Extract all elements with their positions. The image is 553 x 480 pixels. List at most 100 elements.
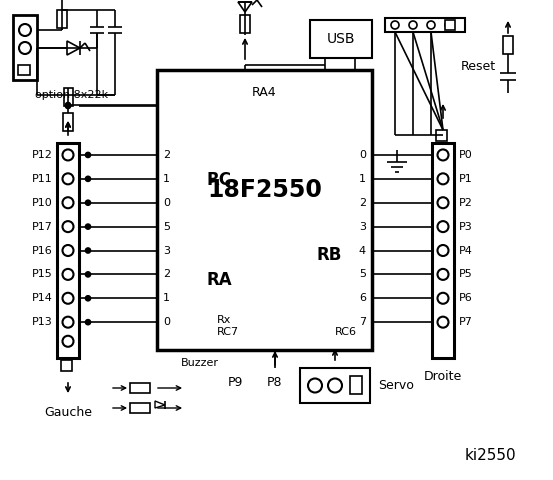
Text: 5: 5: [359, 269, 366, 279]
Polygon shape: [67, 41, 80, 55]
Text: RC: RC: [207, 171, 232, 189]
Circle shape: [437, 269, 448, 280]
Text: Buzzer: Buzzer: [181, 358, 219, 368]
Text: RC7: RC7: [217, 327, 239, 337]
Circle shape: [391, 21, 399, 29]
Circle shape: [86, 176, 91, 181]
Text: P1: P1: [459, 174, 473, 184]
Circle shape: [62, 197, 74, 208]
Bar: [61, 360, 72, 371]
Bar: [385, 18, 465, 32]
Text: 1: 1: [163, 174, 170, 184]
Bar: [445, 20, 455, 30]
Circle shape: [427, 21, 435, 29]
Text: 3: 3: [359, 222, 366, 232]
Text: Droite: Droite: [424, 370, 462, 383]
Text: ki2550: ki2550: [464, 447, 516, 463]
Text: 1: 1: [163, 293, 170, 303]
Text: P4: P4: [459, 245, 473, 255]
Text: P7: P7: [459, 317, 473, 327]
Bar: [310, 20, 372, 58]
Circle shape: [62, 245, 74, 256]
Circle shape: [86, 200, 91, 205]
Text: P15: P15: [32, 269, 53, 279]
Text: 2: 2: [163, 150, 170, 160]
Circle shape: [437, 197, 448, 208]
Bar: [64, 88, 72, 106]
Text: P0: P0: [459, 150, 473, 160]
Text: P2: P2: [459, 198, 473, 208]
Text: P9: P9: [227, 376, 243, 389]
Text: 18F2550: 18F2550: [207, 178, 322, 202]
Text: P14: P14: [32, 293, 53, 303]
Bar: [350, 376, 362, 394]
Circle shape: [437, 173, 448, 184]
Bar: [503, 36, 513, 54]
Text: 5: 5: [163, 222, 170, 232]
Circle shape: [62, 269, 74, 280]
Text: RB: RB: [317, 246, 342, 264]
Circle shape: [445, 21, 453, 29]
Circle shape: [62, 173, 74, 184]
Bar: [240, 15, 250, 33]
Text: 6: 6: [359, 293, 366, 303]
Circle shape: [62, 336, 74, 347]
Text: 0: 0: [359, 150, 366, 160]
Circle shape: [409, 21, 417, 29]
Bar: [157, 70, 372, 350]
Text: P13: P13: [32, 317, 53, 327]
Text: 3: 3: [163, 245, 170, 255]
Bar: [57, 10, 67, 28]
Text: 7: 7: [359, 317, 366, 327]
Bar: [436, 130, 447, 141]
Text: P8: P8: [267, 376, 283, 389]
Bar: [18, 65, 30, 75]
Text: Gauche: Gauche: [44, 407, 92, 420]
Text: Rx: Rx: [217, 315, 231, 325]
Circle shape: [62, 149, 74, 160]
Text: P10: P10: [32, 198, 53, 208]
Text: option 8x22k: option 8x22k: [35, 90, 108, 100]
Text: 4: 4: [359, 245, 366, 255]
Bar: [300, 368, 370, 403]
Text: 0: 0: [163, 198, 170, 208]
Text: RA: RA: [207, 271, 233, 289]
Circle shape: [437, 221, 448, 232]
Circle shape: [86, 248, 91, 253]
Text: 2: 2: [163, 269, 170, 279]
Text: P6: P6: [459, 293, 473, 303]
Bar: [63, 113, 73, 131]
Text: P16: P16: [32, 245, 53, 255]
Text: Servo: Servo: [378, 379, 414, 392]
Text: 2: 2: [359, 198, 366, 208]
Circle shape: [86, 224, 91, 229]
Circle shape: [19, 42, 31, 54]
Circle shape: [86, 153, 91, 157]
Text: P12: P12: [32, 150, 53, 160]
Bar: [13, 15, 37, 80]
Circle shape: [65, 104, 70, 108]
Text: RA4: RA4: [252, 85, 277, 98]
Bar: [57, 143, 79, 358]
Text: P3: P3: [459, 222, 473, 232]
Polygon shape: [155, 401, 165, 408]
Bar: [130, 383, 150, 393]
Circle shape: [328, 379, 342, 393]
Text: Reset: Reset: [461, 60, 496, 72]
Circle shape: [62, 221, 74, 232]
Circle shape: [86, 272, 91, 277]
Polygon shape: [238, 2, 252, 12]
Circle shape: [19, 24, 31, 36]
Circle shape: [62, 293, 74, 304]
Circle shape: [437, 293, 448, 304]
Circle shape: [437, 245, 448, 256]
Text: RC6: RC6: [335, 327, 357, 337]
Text: USB: USB: [327, 32, 355, 46]
Bar: [130, 403, 150, 413]
Text: P5: P5: [459, 269, 473, 279]
Circle shape: [437, 317, 448, 328]
Circle shape: [308, 379, 322, 393]
Text: 1: 1: [359, 174, 366, 184]
Text: P17: P17: [32, 222, 53, 232]
Text: P11: P11: [32, 174, 53, 184]
